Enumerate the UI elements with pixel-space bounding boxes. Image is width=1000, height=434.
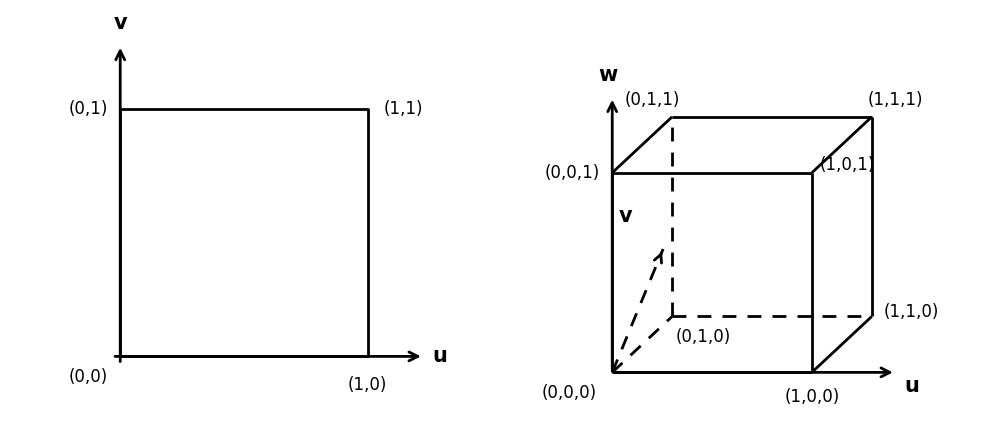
- Text: (1,1): (1,1): [384, 100, 423, 118]
- Text: $\mathbf{w}$: $\mathbf{w}$: [598, 65, 619, 85]
- Text: (0,1): (0,1): [69, 100, 108, 118]
- Text: (1,0,0): (1,0,0): [784, 388, 839, 406]
- Text: (0,0,0): (0,0,0): [541, 385, 596, 402]
- Text: (1,1,0): (1,1,0): [884, 303, 939, 322]
- Text: (0,1,0): (0,1,0): [676, 329, 731, 346]
- Text: (0,1,1): (0,1,1): [624, 91, 680, 109]
- Text: $\mathbf{u}$: $\mathbf{u}$: [432, 346, 447, 366]
- Text: (0,0): (0,0): [69, 368, 108, 386]
- Text: $\mathbf{v}$: $\mathbf{v}$: [113, 13, 128, 33]
- Text: (0,0,1): (0,0,1): [545, 164, 600, 182]
- Text: (1,0,1): (1,0,1): [820, 156, 875, 174]
- Text: (1,1,1): (1,1,1): [868, 91, 923, 109]
- Text: $\mathbf{v}$: $\mathbf{v}$: [618, 206, 633, 226]
- Text: (1,0): (1,0): [348, 376, 387, 395]
- Text: $\mathbf{u}$: $\mathbf{u}$: [904, 376, 919, 396]
